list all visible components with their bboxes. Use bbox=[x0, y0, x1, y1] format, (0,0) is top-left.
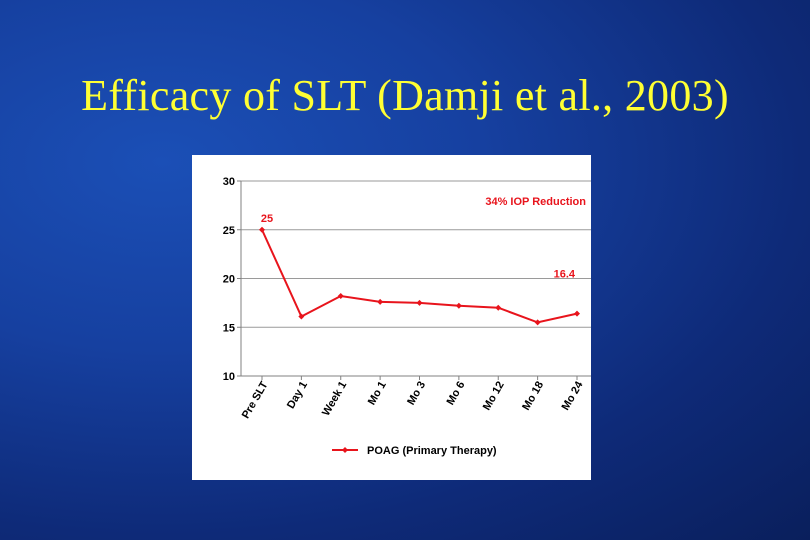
xtick-label-4: Mo 3 bbox=[405, 380, 428, 408]
x-tick-labels: Pre SLT Day 1 Week 1 Mo 1 Mo 3 Mo 6 Mo 12 Mo 18… bbox=[240, 379, 586, 421]
series-line-0 bbox=[261, 229, 578, 324]
data-point-6 bbox=[495, 304, 502, 311]
data-labels: 25 16.4 bbox=[261, 213, 576, 281]
annotation-text: 34% IOP Reduction bbox=[485, 196, 586, 208]
grid-lines bbox=[241, 180, 591, 328]
data-point-5 bbox=[455, 302, 462, 309]
series-layer bbox=[259, 226, 580, 326]
xtick-label-2: Week 1 bbox=[320, 380, 349, 419]
y-tick-labels: 10 15 20 25 30 bbox=[223, 176, 235, 383]
data-point-8 bbox=[574, 310, 580, 317]
data-point-7 bbox=[534, 319, 541, 326]
legend-label: POAG (Primary Therapy) bbox=[367, 445, 497, 457]
data-point-2 bbox=[337, 293, 344, 300]
line-chart: 10 15 20 25 30 Pre SLT Day 1 Week 1 Mo 1 Mo 3 Mo … bbox=[223, 176, 591, 457]
data-label-0: 25 bbox=[261, 213, 273, 225]
xtick-label-7: Mo 18 bbox=[520, 380, 546, 413]
ytick-label-30: 30 bbox=[223, 176, 235, 188]
data-label-8: 16.4 bbox=[554, 269, 576, 281]
ytick-label-15: 15 bbox=[223, 322, 235, 334]
xtick-label-0: Pre SLT bbox=[240, 379, 271, 421]
chart-card: 10 15 20 25 30 Pre SLT Day 1 Week 1 Mo 1 Mo 3 Mo … bbox=[192, 155, 591, 480]
xtick-label-6: Mo 12 bbox=[481, 380, 507, 413]
ytick-label-20: 20 bbox=[223, 274, 235, 286]
ytick-label-10: 10 bbox=[223, 371, 235, 383]
axes bbox=[237, 180, 591, 380]
xtick-label-3: Mo 1 bbox=[366, 380, 389, 408]
xtick-label-5: Mo 6 bbox=[445, 380, 468, 408]
ytick-label-25: 25 bbox=[223, 225, 235, 237]
xtick-label-8: Mo 24 bbox=[560, 379, 586, 413]
data-point-4 bbox=[416, 299, 423, 306]
slide-title: Efficacy of SLT (Damji et al., 2003) bbox=[81, 71, 729, 120]
data-point-3 bbox=[377, 298, 384, 305]
legend-marker bbox=[342, 447, 348, 453]
legend: POAG (Primary Therapy) bbox=[332, 445, 497, 457]
data-point-1 bbox=[298, 313, 305, 320]
data-point-0 bbox=[259, 226, 265, 233]
xtick-label-1: Day 1 bbox=[285, 380, 310, 411]
